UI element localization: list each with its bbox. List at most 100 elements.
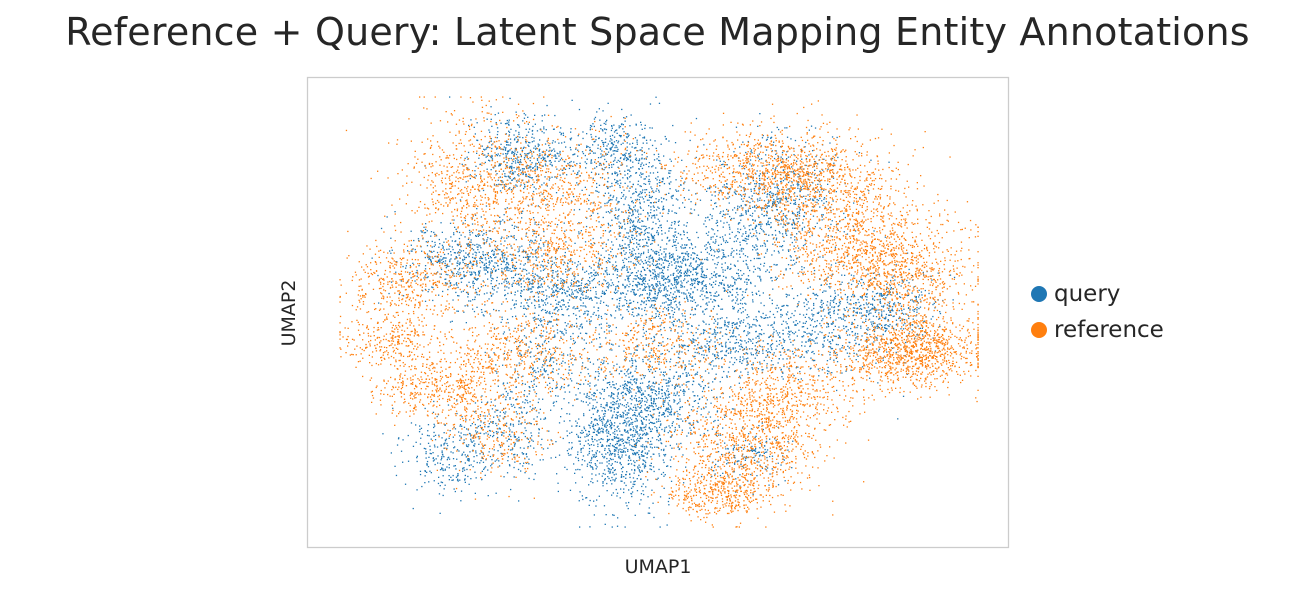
- point-query-107: [524, 185, 526, 188]
- point-query-2022: [605, 243, 607, 245]
- point-query-323: [544, 153, 547, 156]
- point-query-3690: [582, 267, 584, 269]
- point-query-2615: [629, 151, 632, 153]
- point-query-3244: [699, 263, 701, 266]
- point-query-1661: [580, 299, 582, 301]
- point-query-3524: [682, 259, 684, 262]
- point-query-2154: [629, 252, 631, 254]
- point-query-4955: [639, 433, 641, 435]
- point-query-2133: [598, 221, 600, 223]
- point-query-183: [567, 162, 569, 165]
- point-query-1968: [629, 212, 631, 214]
- point-query-102: [508, 121, 510, 123]
- point-query-3099: [683, 247, 685, 249]
- point-query-4639: [577, 459, 580, 462]
- point-query-1026: [470, 274, 472, 276]
- point-query-3311: [630, 261, 632, 263]
- point-query-1762: [526, 273, 528, 275]
- point-query-1869: [667, 260, 669, 262]
- point-query-486: [514, 148, 517, 150]
- point-query-3977: [661, 353, 664, 355]
- point-query-1182: [527, 258, 529, 260]
- point-query-1694: [604, 292, 606, 295]
- point-query-1300: [592, 313, 594, 315]
- point-query-578: [455, 257, 457, 259]
- point-query-4546: [604, 424, 606, 427]
- point-query-1089: [525, 232, 528, 234]
- point-query-2206: [609, 212, 611, 214]
- point-query-4321: [610, 395, 612, 397]
- point-query-2798: [634, 293, 637, 295]
- point-query-3135: [638, 314, 640, 316]
- point-query-2266: [637, 248, 639, 250]
- point-query-3195: [665, 314, 668, 316]
- point-query-1226: [538, 300, 540, 302]
- point-query-4744: [619, 461, 621, 464]
- point-query-775: [495, 256, 497, 258]
- point-query-291: [531, 141, 533, 143]
- point-query-908: [459, 272, 461, 274]
- point-query-525: [445, 238, 447, 240]
- point-query-4244: [747, 373, 749, 376]
- point-query-543: [459, 261, 461, 264]
- point-query-1006: [453, 232, 455, 234]
- point-query-4427: [605, 337, 607, 339]
- point-query-282: [475, 165, 477, 167]
- point-query-2134: [644, 195, 647, 198]
- point-query-4175: [732, 363, 734, 366]
- point-query-3300: [641, 280, 644, 283]
- point-query-4862: [641, 469, 643, 472]
- point-query-4235: [713, 354, 716, 356]
- point-query-1425: [586, 283, 588, 285]
- point-query-3714: [694, 253, 696, 255]
- point-query-3921: [762, 352, 764, 354]
- point-query-3375: [727, 267, 729, 269]
- point-query-4013: [769, 345, 772, 347]
- point-query-936: [442, 247, 444, 249]
- point-query-4511: [668, 497, 670, 499]
- point-query-4222: [699, 360, 702, 362]
- point-query-4486: [670, 480, 673, 482]
- point-query-232: [592, 177, 594, 179]
- point-query-507: [543, 253, 545, 255]
- point-query-247: [533, 186, 535, 188]
- point-query-1030: [430, 260, 432, 263]
- point-query-2: [478, 157, 480, 159]
- point-query-391: [554, 141, 556, 143]
- point-query-4472: [639, 436, 642, 439]
- point-query-1095: [506, 247, 508, 249]
- point-query-1991: [629, 226, 631, 229]
- point-query-2354: [600, 206, 602, 208]
- point-query-867: [484, 267, 486, 269]
- point-query-3268: [830, 264, 833, 266]
- plot-area-frame: [306, 76, 1010, 549]
- point-query-4164: [745, 342, 747, 344]
- point-query-2764: [642, 278, 644, 280]
- point-query-2548: [601, 167, 603, 170]
- point-query-3353: [606, 273, 608, 276]
- point-query-968: [504, 229, 506, 231]
- point-query-765: [479, 259, 481, 262]
- point-query-2975: [663, 278, 665, 280]
- point-query-4975: [619, 415, 621, 418]
- point-query-4642: [577, 436, 580, 438]
- point-query-4895: [632, 430, 635, 432]
- point-query-3307: [736, 253, 738, 255]
- point-query-453: [478, 190, 481, 192]
- point-query-272: [552, 140, 554, 142]
- point-query-3617: [731, 276, 733, 278]
- point-query-4247: [775, 340, 778, 342]
- point-query-3015: [654, 290, 656, 293]
- point-query-4267: [697, 328, 699, 330]
- point-query-1845: [563, 222, 565, 224]
- point-query-4539: [623, 373, 626, 375]
- point-query-2676: [632, 161, 634, 163]
- point-query-1793: [572, 307, 574, 309]
- point-query-2675: [625, 152, 627, 154]
- point-query-478: [509, 187, 511, 189]
- point-query-2144: [654, 217, 656, 219]
- point-query-616: [507, 281, 510, 283]
- point-query-3451: [705, 276, 708, 278]
- point-query-1888: [658, 220, 661, 222]
- point-query-1365: [564, 251, 566, 254]
